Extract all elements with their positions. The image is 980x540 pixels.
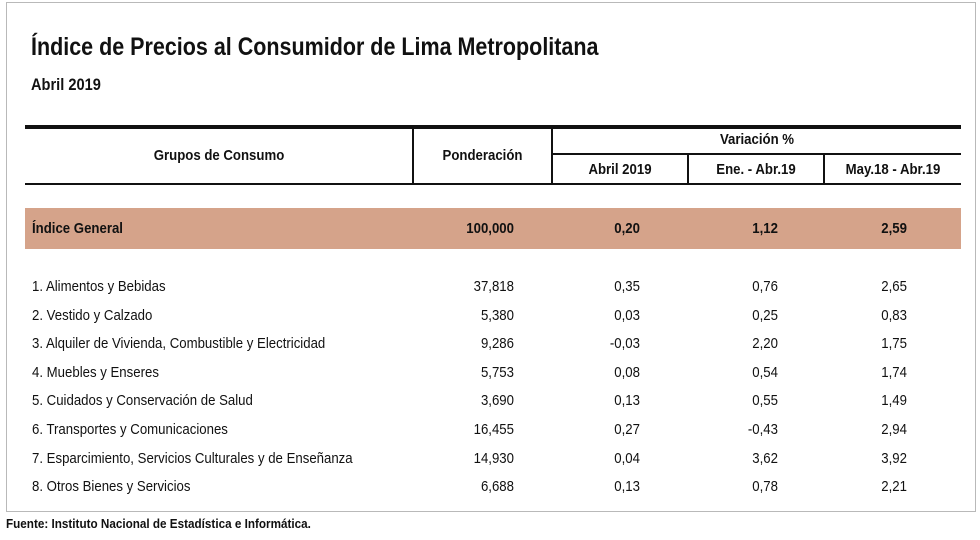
page-subtitle: Abril 2019	[31, 75, 101, 94]
row-v2: 3,62	[752, 450, 778, 467]
row-v1: 0,04	[614, 450, 640, 467]
header-col-ene-abr: Ene. - Abr.19	[716, 161, 796, 178]
general-index-label: Índice General	[32, 220, 123, 237]
header-grupos: Grupos de Consumo	[153, 147, 285, 164]
row-ponderacion: 37,818	[473, 278, 514, 295]
row-v2: 0,25	[752, 307, 778, 324]
header-bottom-rule	[25, 183, 961, 185]
header-divider-4	[823, 155, 825, 184]
row-label: 8. Otros Bienes y Servicios	[32, 478, 191, 495]
row-v2: 2,20	[752, 335, 778, 352]
general-index-ponderacion: 100,000	[466, 220, 514, 237]
row-v1: 0,03	[614, 307, 640, 324]
row-ponderacion: 6,688	[480, 478, 514, 495]
header-top-rule	[25, 125, 961, 129]
row-v2: 0,76	[752, 278, 778, 295]
table-card	[6, 2, 976, 512]
row-v3: 0,83	[881, 307, 907, 324]
row-v1: 0,13	[614, 478, 640, 495]
header-variacion: Variación %	[719, 131, 795, 148]
row-v2: 0,55	[752, 392, 778, 409]
row-v3: 1,49	[881, 392, 907, 409]
row-v2: -0,43	[747, 421, 778, 438]
row-v3: 1,75	[881, 335, 907, 352]
row-label: 7. Esparcimiento, Servicios Culturales y…	[32, 450, 353, 467]
row-v2: 0,54	[752, 364, 778, 381]
general-index-band	[25, 208, 961, 249]
row-v1: 0,08	[614, 364, 640, 381]
general-index-v2: 1,12	[752, 220, 778, 237]
row-v1: -0,03	[609, 335, 640, 352]
row-ponderacion: 5,380	[480, 307, 514, 324]
row-label: 6. Transportes y Comunicaciones	[32, 421, 228, 438]
header-divider-1	[412, 129, 414, 184]
row-v2: 0,78	[752, 478, 778, 495]
source-note: Fuente: Instituto Nacional de Estadístic…	[6, 516, 311, 531]
row-v1: 0,35	[614, 278, 640, 295]
row-v3: 2,94	[881, 421, 907, 438]
row-v1: 0,13	[614, 392, 640, 409]
page-title: Índice de Precios al Consumidor de Lima …	[31, 33, 599, 61]
header-divider-3	[687, 155, 689, 184]
variacion-divider-rule	[552, 153, 961, 155]
row-ponderacion: 16,455	[473, 421, 514, 438]
header-col-may-abr: May.18 - Abr.19	[845, 161, 941, 178]
row-label: 3. Alquiler de Vivienda, Combustible y E…	[32, 335, 326, 352]
row-label: 1. Alimentos y Bebidas	[32, 278, 166, 295]
row-ponderacion: 5,753	[480, 364, 514, 381]
header-ponderacion: Ponderación	[442, 147, 523, 164]
row-label: 5. Cuidados y Conservación de Salud	[32, 392, 253, 409]
header-divider-2	[551, 129, 553, 184]
row-ponderacion: 14,930	[473, 450, 514, 467]
row-v1: 0,27	[614, 421, 640, 438]
row-ponderacion: 9,286	[480, 335, 514, 352]
row-label: 4. Muebles y Enseres	[32, 364, 159, 381]
general-index-v1: 0,20	[614, 220, 640, 237]
row-label: 2. Vestido y Calzado	[32, 307, 153, 324]
row-v3: 2,21	[881, 478, 907, 495]
row-v3: 1,74	[881, 364, 907, 381]
row-v3: 3,92	[881, 450, 907, 467]
header-col-abril: Abril 2019	[588, 161, 652, 178]
row-ponderacion: 3,690	[480, 392, 514, 409]
row-v3: 2,65	[881, 278, 907, 295]
general-index-v3: 2,59	[881, 220, 907, 237]
